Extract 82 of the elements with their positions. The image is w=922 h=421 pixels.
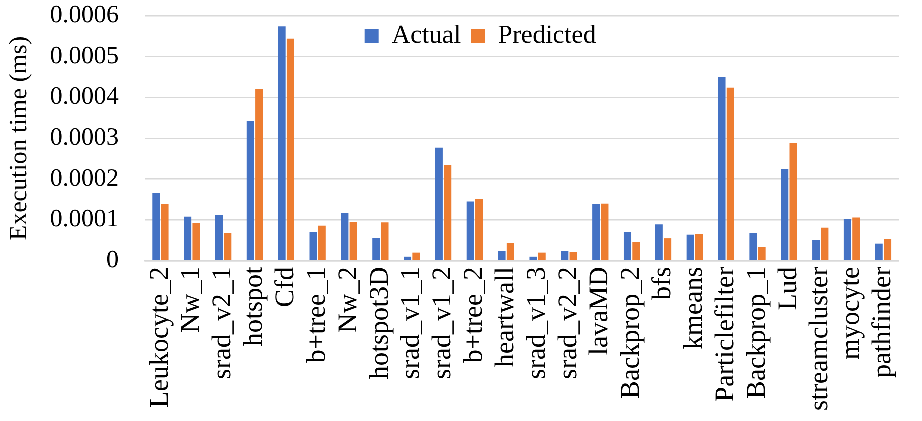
bar [655, 224, 663, 260]
bar [758, 247, 766, 260]
bar [184, 216, 192, 260]
x-tick-label: kmeans [678, 267, 708, 350]
x-tick-label: Nw_2 [332, 267, 362, 333]
bar [750, 233, 758, 260]
bar [561, 251, 569, 260]
y-axis-title: Execution time (ms) [6, 36, 33, 241]
x-tick-label: Cfd [270, 266, 300, 308]
bar [381, 222, 389, 260]
bar [161, 204, 169, 260]
y-tick-label: 0.0005 [50, 42, 119, 70]
bar [404, 256, 412, 260]
x-tick-label: srad_v1_1 [395, 267, 426, 380]
bar [664, 238, 672, 260]
bar [506, 243, 514, 260]
x-tick-label: streamcluster [804, 267, 834, 411]
x-tick-label: b+tree_2 [458, 267, 488, 364]
bar [601, 204, 609, 260]
bar [624, 232, 632, 260]
bar [875, 244, 883, 260]
bar [246, 121, 254, 260]
y-tick-label: 0 [106, 246, 119, 274]
x-tick-label: hotspot [238, 266, 268, 347]
bar [538, 252, 546, 260]
bar [686, 234, 694, 260]
x-tick-label: hotspot3D [364, 267, 394, 380]
legend-label: Actual [392, 20, 462, 49]
bar [215, 215, 223, 260]
x-tick-label: pathfinder [866, 266, 897, 378]
bar [498, 251, 506, 260]
legend-label: Predicted [498, 20, 596, 49]
bar [466, 202, 474, 260]
bar [592, 204, 600, 260]
x-tick-label: Backprop_1 [740, 267, 771, 399]
bar [310, 232, 318, 260]
x-tick-label: bfs [646, 267, 677, 300]
x-tick-label: Leukocyte_2 [144, 267, 174, 408]
x-tick-label: b+tree_1 [300, 267, 331, 364]
bar [286, 38, 294, 260]
bar [278, 26, 286, 260]
bar [821, 228, 829, 260]
bar [726, 88, 734, 260]
y-tick-label: 0.0004 [50, 83, 120, 110]
bar [372, 238, 380, 260]
bar [718, 77, 726, 260]
bar [350, 222, 358, 260]
x-tick-label: myocyte [835, 267, 866, 360]
bar [224, 233, 232, 260]
x-tick-label: srad_v1_2 [426, 267, 457, 380]
bar [812, 240, 820, 260]
x-tick-label: Particlefilter [709, 266, 740, 402]
bar [444, 165, 452, 260]
x-tick-label: Backprop_2 [615, 267, 646, 399]
y-tick-label: 0.0002 [50, 164, 119, 192]
bar [192, 223, 200, 260]
bar [790, 142, 798, 260]
y-tick-label: 0.0001 [50, 206, 119, 233]
bar [435, 148, 443, 260]
bar [341, 213, 349, 260]
bar [632, 242, 640, 260]
bar [476, 199, 484, 260]
bar [781, 169, 789, 260]
bar [570, 252, 578, 260]
x-tick-label: Lud [772, 266, 802, 310]
x-tick-label: heartwall [489, 267, 520, 368]
bar [152, 193, 160, 260]
y-tick-label: 0.0003 [50, 124, 119, 152]
x-tick-label: srad_v2_2 [552, 267, 582, 380]
x-tick-label: srad_v2_1 [206, 267, 237, 380]
x-tick-label: lavaMD [584, 267, 614, 356]
bar [852, 218, 860, 260]
x-tick-label: srad_v1_3 [520, 267, 551, 380]
bar [412, 252, 420, 260]
bar [695, 234, 703, 260]
bar [318, 226, 326, 260]
y-tick-label: 0.0006 [50, 2, 119, 29]
x-tick-label: Nw_1 [175, 267, 206, 333]
bar [884, 239, 892, 260]
bar [256, 89, 264, 260]
bar [844, 218, 852, 260]
bar [530, 256, 538, 260]
